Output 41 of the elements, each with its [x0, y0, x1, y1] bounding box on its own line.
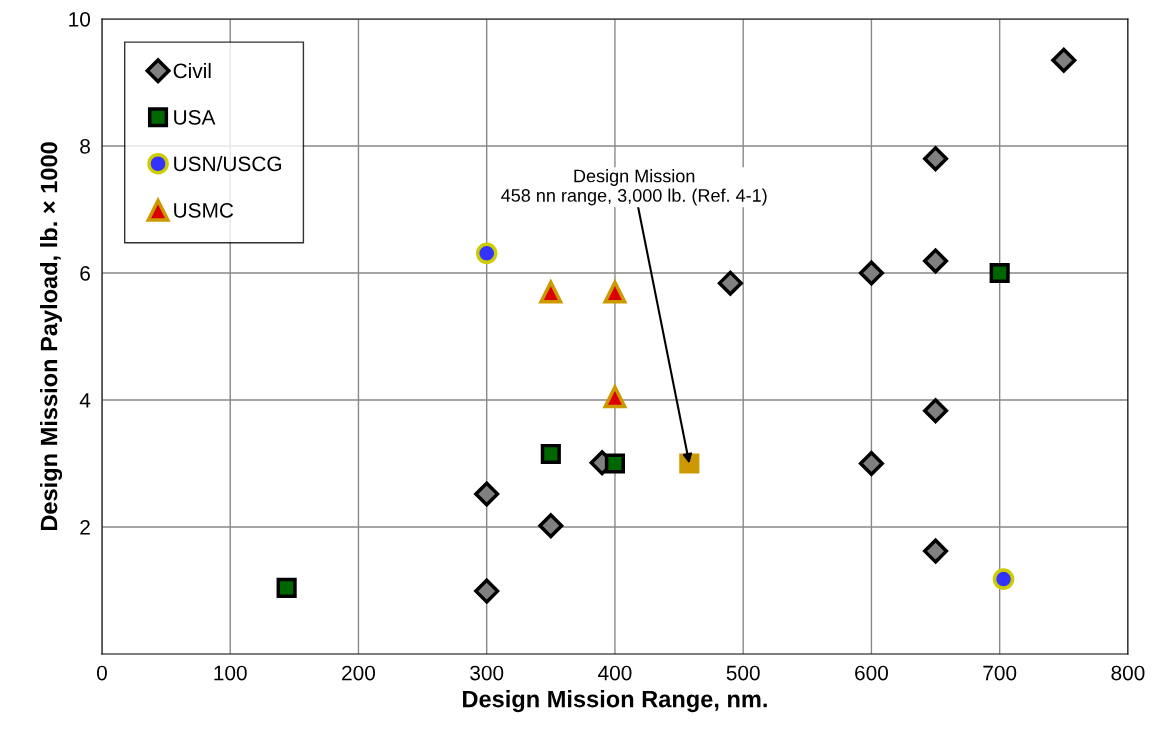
- y-axis-title: Design Mission Payload, lb. × 1000: [40, 142, 63, 531]
- legend-label: USA: [174, 109, 216, 125]
- x-tick-label: 600: [855, 665, 888, 681]
- point: [604, 453, 626, 474]
- point: [474, 481, 500, 507]
- point: [858, 450, 884, 477]
- legend-label: USMC: [174, 202, 234, 218]
- point: [923, 538, 949, 564]
- y-tick-label: 4: [79, 393, 91, 408]
- y-tick-label: 8: [80, 138, 90, 154]
- x-tick-label: 300: [470, 665, 504, 681]
- annotation: Design Mission 458 nn range, 3,000 lb. (Ref. 4-1): [501, 169, 767, 206]
- point: [923, 146, 949, 172]
- point: [923, 398, 949, 424]
- y-tick-label: 2: [80, 519, 90, 535]
- point: [538, 278, 564, 304]
- x-tick-label: 0: [96, 665, 107, 681]
- point: [474, 578, 500, 604]
- legend-label: USN/USCG: [174, 155, 282, 172]
- point: [276, 577, 297, 599]
- point: [923, 248, 949, 274]
- point: [602, 278, 628, 304]
- x-tick-label: 200: [342, 665, 376, 681]
- x-tick-label: 400: [598, 665, 632, 681]
- y-tick-label: 10: [69, 11, 91, 27]
- point: [1051, 47, 1077, 73]
- point: [540, 443, 561, 465]
- legend-label: Civil: [173, 62, 211, 79]
- x-tick-label: 700: [983, 665, 1017, 681]
- y-tick-label: 6: [80, 265, 90, 281]
- x-axis-title: Design Mission Range, nm.: [463, 690, 767, 713]
- point: [538, 513, 564, 539]
- x-tick-label: 800: [1111, 665, 1145, 681]
- point: [717, 270, 743, 296]
- x-tick-label: 100: [214, 665, 247, 681]
- point: [475, 242, 498, 265]
- x-tick-label: 500: [726, 665, 760, 681]
- point: [858, 260, 884, 286]
- point: [989, 262, 1010, 284]
- point: [992, 568, 1015, 590]
- point: [603, 385, 627, 409]
